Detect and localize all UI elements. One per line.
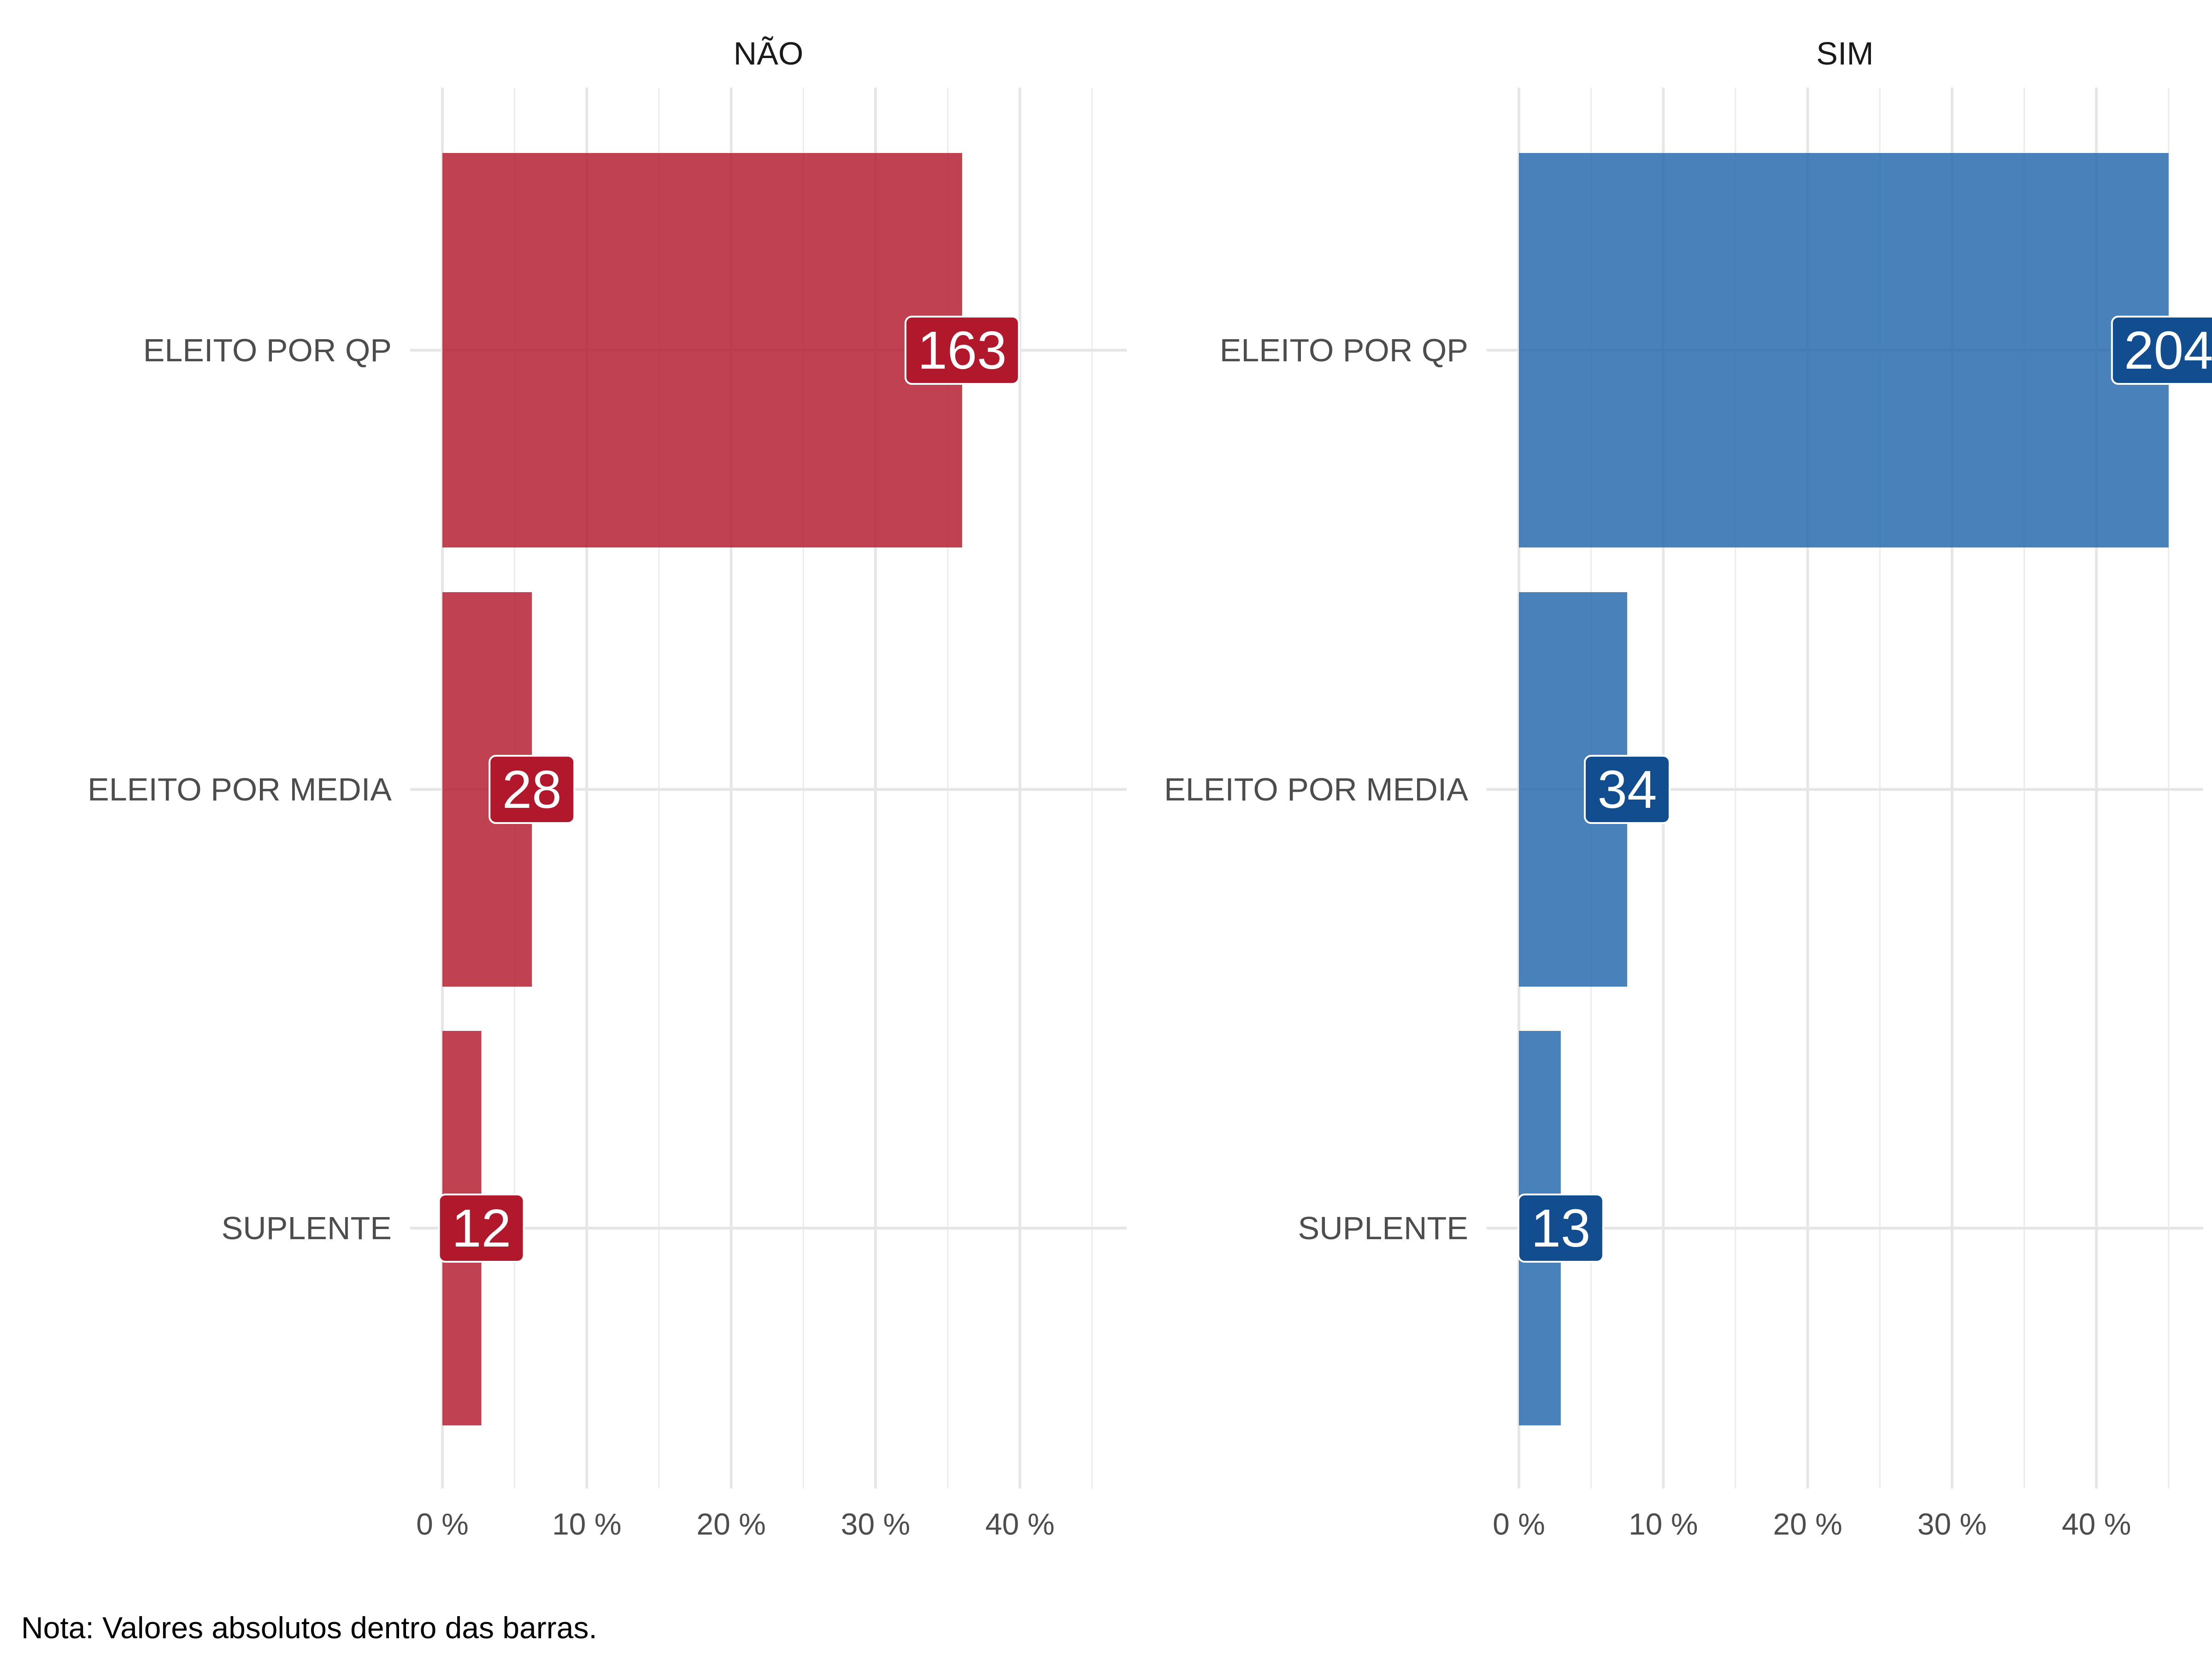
x-tick-label: 0 % — [1493, 1507, 1545, 1541]
panel-title: NÃO — [734, 35, 804, 71]
value-label-text: 204 — [2124, 320, 2212, 380]
category-label-eleito-por-qp: ELEITO POR QP — [1220, 332, 1468, 368]
x-tick-label: 20 % — [696, 1507, 765, 1541]
category-label-eleito-por-media: ELEITO POR MEDIA — [88, 771, 392, 807]
x-tick-label: 10 % — [1629, 1507, 1698, 1541]
value-label-box — [1517, 1194, 1604, 1263]
x-tick-label: 30 % — [841, 1507, 910, 1541]
value-label-eleito-por-media: 28 — [488, 755, 576, 824]
x-tick-label: 40 % — [2062, 1507, 2131, 1541]
value-label-eleito-por-media: 34 — [1583, 755, 1671, 824]
chart-note: Nota: Valores absolutos dentro das barra… — [21, 1611, 597, 1645]
value-label-suplente: 12 — [438, 1194, 525, 1263]
value-label-suplente: 13 — [1517, 1194, 1604, 1263]
value-label-eleito-por-qp: 163 — [904, 316, 1020, 385]
x-tick-label: 40 % — [985, 1507, 1054, 1541]
category-label-eleito-por-media: ELEITO POR MEDIA — [1164, 771, 1468, 807]
bar-eleito-por-qp — [442, 153, 962, 547]
value-label-text: 13 — [1531, 1198, 1590, 1258]
panel-sim: SIM ELEITO POR QP ELEITO POR MEDIA SUPLENTE… — [1164, 35, 2212, 1541]
x-tick-label: 30 % — [1918, 1507, 1987, 1541]
category-label-suplente: SUPLENTE — [221, 1210, 392, 1246]
category-label-suplente: SUPLENTE — [1298, 1210, 1468, 1246]
x-tick-label: 20 % — [1773, 1507, 1842, 1541]
panel-title: SIM — [1816, 35, 1873, 71]
value-label-text: 34 — [1597, 759, 1657, 819]
value-label-box — [2111, 316, 2212, 385]
value-label-text: 12 — [452, 1198, 511, 1258]
value-label-box — [1583, 755, 1671, 824]
x-tick-label: 10 % — [552, 1507, 621, 1541]
value-label-text: 163 — [918, 320, 1007, 380]
value-label-eleito-por-qp: 204 — [2111, 316, 2212, 385]
value-label-box — [488, 755, 576, 824]
value-label-text: 28 — [502, 759, 562, 819]
value-label-box — [438, 1194, 525, 1263]
value-label-box — [904, 316, 1020, 385]
panel-n-o: NÃO ELEITO POR QP ELEITO POR MEDIA SUPLENTE… — [88, 35, 1127, 1541]
x-tick-label: 0 % — [416, 1507, 469, 1541]
bar-eleito-por-qp — [1519, 153, 2169, 547]
category-label-eleito-por-qp: ELEITO POR QP — [143, 332, 392, 368]
